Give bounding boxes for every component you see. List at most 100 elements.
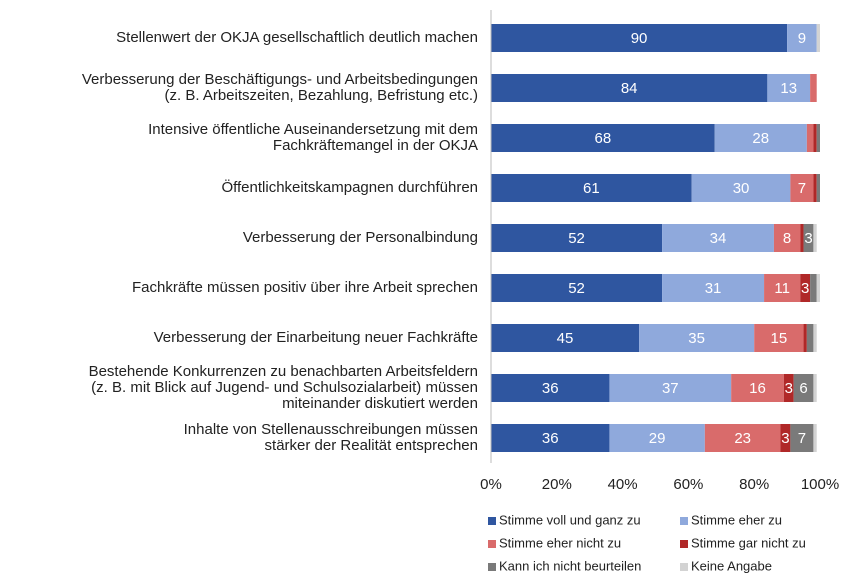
bar-segment [662,274,765,302]
bar-segment [754,324,804,352]
category-label: Fachkräftemangel in der OKJA [273,137,478,154]
x-tick-label: 0% [480,476,502,493]
bar-segment [813,174,817,202]
data-label: 52 [568,280,585,297]
category-label: Inhalte von Stellenausschreibungen müsse… [184,421,478,438]
data-label: 8 [783,230,791,247]
bar-segment [662,224,774,252]
legend-label: Stimme eher nicht zu [499,535,621,550]
bar-segment [806,124,814,152]
bar-segment [491,124,715,152]
bar-segment [639,324,755,352]
bar-segment [816,274,820,302]
bar-segment [491,224,663,252]
bar-segment [803,224,814,252]
bar-segment [773,224,801,252]
category-label: Bestehende Konkurrenzen zu benachbarten … [89,363,478,380]
bar-segment [813,374,817,402]
legend-label: Stimme eher zu [691,512,782,527]
bar-segment [810,74,817,102]
data-label: 90 [631,30,648,47]
data-label: 36 [542,430,559,447]
bar-segment [491,324,640,352]
bar-segment [780,424,791,452]
data-label: 31 [705,280,722,297]
x-tick-label: 80% [739,476,769,493]
legend-label: Keine Angabe [691,558,772,573]
data-label: 11 [774,280,790,297]
bar-segment [813,224,817,252]
data-label: 30 [733,180,750,197]
data-label: 6 [799,380,807,397]
legend-swatch [488,563,496,571]
data-label: 34 [710,230,727,247]
bar-segment [609,374,732,402]
legend-label: Kann ich nicht beurteilen [499,558,641,573]
bar-segment [491,374,610,402]
bar-segment [491,24,788,52]
data-label: 9 [798,30,806,47]
data-label: 3 [785,380,793,397]
data-label: 84 [621,80,638,97]
data-label: 15 [771,330,788,347]
legend-swatch [680,563,688,571]
category-label: Verbesserung der Personalbindung [243,229,478,246]
category-label: Öffentlichkeitskampagnen durchführen [221,178,478,196]
data-label: 37 [662,380,679,397]
data-label: 28 [752,130,769,147]
bar-segment [731,374,784,402]
category-label: Stellenwert der OKJA gesellschaftlich de… [116,29,478,46]
data-label: 35 [688,330,705,347]
legend-swatch [680,540,688,548]
legend-swatch [488,540,496,548]
data-label: 23 [734,430,751,447]
bar-segment [691,174,791,202]
x-tick-label: 40% [608,476,638,493]
bar-segment [714,124,807,152]
legend-swatch [488,517,496,525]
bar-segment [813,124,817,152]
data-label: 7 [798,430,806,447]
category-label: stärker der Realität entsprechen [265,437,478,454]
bar-segment [767,74,811,102]
bar-segment [793,374,814,402]
bar-segment [816,124,820,152]
data-label: 7 [798,180,806,197]
data-label: 68 [595,130,612,147]
bar-segment [806,324,814,352]
bar-segment [787,24,817,52]
category-label: Fachkräfte müssen positiv über ihre Arbe… [132,279,478,296]
bar-segment [810,274,817,302]
bar-segment [783,374,794,402]
category-label: Verbesserung der Beschäftigungs- und Arb… [82,71,478,88]
data-label: 36 [542,380,559,397]
bar-segment [609,424,705,452]
data-label: 45 [557,330,574,347]
data-label: 61 [583,180,600,197]
bar-segment [800,224,804,252]
category-label: Verbesserung der Einarbeitung neuer Fach… [154,329,478,346]
bar-segment [764,274,801,302]
x-tick-label: 20% [542,476,572,493]
bar-segment [816,24,820,52]
category-label: (z. B. mit Blick auf Jugend- und Schulso… [91,379,478,396]
bar-segment [816,174,820,202]
bar-segment [704,424,781,452]
bar-segment [491,174,692,202]
data-label: 16 [749,380,766,397]
bar-segment [491,274,663,302]
legend-swatch [680,517,688,525]
category-label: Intensive öffentliche Auseinandersetzung… [148,121,478,138]
bar-segment [491,74,768,102]
x-tick-label: 60% [673,476,703,493]
legend-label: Stimme voll und ganz zu [499,512,641,527]
bar-segment [800,274,811,302]
category-label: miteinander diskutiert werden [282,395,478,412]
data-label: 3 [781,430,789,447]
data-label: 3 [804,230,812,247]
bar-segment [790,424,814,452]
data-label: 52 [568,230,585,247]
data-label: 3 [801,280,809,297]
data-label: 13 [780,80,797,97]
